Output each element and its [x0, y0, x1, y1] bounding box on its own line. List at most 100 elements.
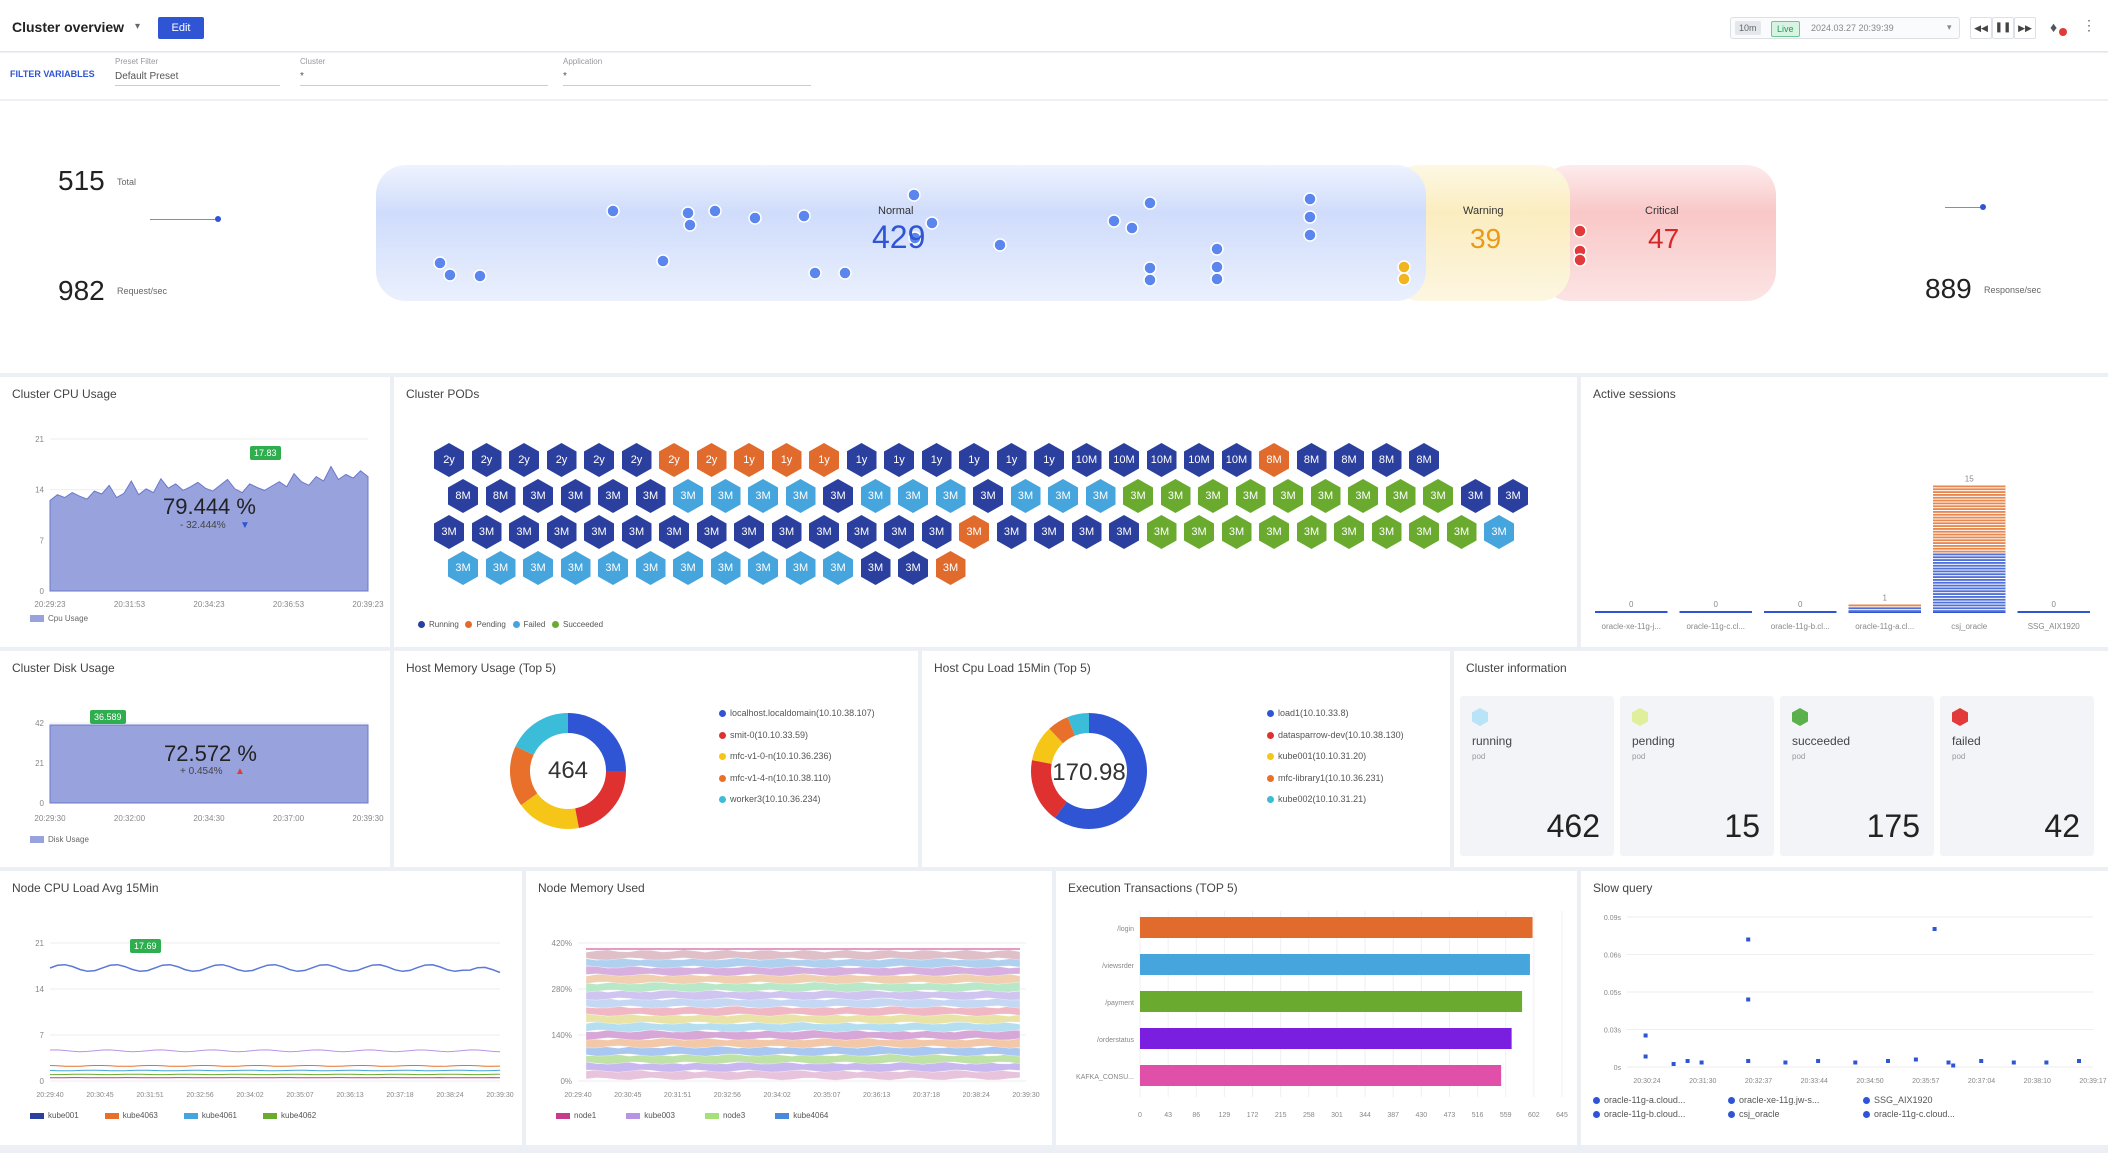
session-bar-segment[interactable] — [1933, 567, 2006, 570]
donut-legend-item[interactable]: mfc-v1-0-n(10.10.36.236) — [719, 746, 875, 768]
cluster-select[interactable]: Cluster * — [300, 57, 548, 86]
pod-hex-running[interactable]: 1y — [959, 443, 989, 477]
donut-legend-item[interactable]: localhost.localdomain(10.10.38.107) — [719, 703, 875, 725]
session-bar-segment[interactable] — [1933, 522, 2006, 525]
slow-query-point[interactable] — [1643, 1054, 1648, 1059]
slow-query-point[interactable] — [1746, 937, 1751, 942]
memory-band[interactable] — [585, 965, 1021, 977]
slow-query-point[interactable] — [1643, 1033, 1648, 1038]
session-bar-segment[interactable] — [1933, 598, 2006, 601]
pod-hex-running[interactable]: 3M — [884, 515, 914, 549]
pod-hex-running[interactable]: 3M — [996, 515, 1027, 549]
pod-hex-succeeded[interactable]: 3M — [1423, 479, 1453, 513]
session-bar-segment[interactable] — [1933, 553, 2006, 556]
pod-hex-running[interactable]: 10M — [1221, 443, 1252, 477]
node-cpu-legend-item[interactable]: kube4062 — [263, 1111, 316, 1120]
session-bar-segment[interactable] — [1933, 508, 2006, 510]
filter-variables-label[interactable]: FILTER VARIABLES — [10, 69, 95, 79]
donut-slice[interactable] — [510, 746, 538, 806]
session-bar-segment[interactable] — [1933, 556, 2006, 559]
session-bar-segment[interactable] — [1933, 513, 2006, 516]
live-chip[interactable]: Live — [1771, 21, 1800, 37]
pod-hex-running[interactable]: 10M — [1071, 443, 1102, 477]
pod-hex-running[interactable]: 3M — [771, 515, 802, 549]
slow-query-point[interactable] — [1913, 1057, 1918, 1062]
range-chip[interactable]: 10m — [1735, 21, 1761, 35]
slow-query-point[interactable] — [1699, 1060, 1704, 1065]
pod-hex-running[interactable]: 2y — [546, 443, 577, 477]
pod-hex-succeeded[interactable]: 3M — [1446, 515, 1477, 549]
pod-hex-succeeded[interactable]: 3M — [1198, 479, 1228, 513]
slow-query-point[interactable] — [1853, 1060, 1858, 1065]
donut-legend-item[interactable]: kube002(10.10.31.21) — [1267, 789, 1404, 811]
pod-hex-running[interactable]: 3M — [809, 515, 839, 549]
slow-query-point[interactable] — [1951, 1063, 1956, 1068]
donut-slice[interactable] — [574, 770, 626, 828]
memory-band[interactable] — [585, 1045, 1021, 1057]
pod-hex-failed[interactable]: 3M — [523, 551, 553, 585]
session-bar-segment[interactable] — [1933, 593, 2006, 595]
pod-hex-running[interactable]: 3M — [434, 515, 464, 549]
legend-running[interactable]: Running — [429, 620, 459, 629]
pod-hex-succeeded[interactable]: 3M — [1310, 479, 1341, 513]
pod-hex-running[interactable]: 3M — [621, 515, 652, 549]
pod-hex-running[interactable]: 2y — [434, 443, 464, 477]
pod-hex-failed[interactable]: 3M — [748, 551, 778, 585]
session-bar-segment[interactable] — [1933, 488, 2006, 491]
session-bar-segment[interactable] — [1933, 590, 2006, 593]
slow-query-point[interactable] — [2077, 1059, 2081, 1063]
pod-hex-succeeded[interactable]: 3M — [1184, 515, 1214, 549]
memory-band[interactable] — [585, 1013, 1021, 1025]
pod-hex-pending[interactable]: 1y — [771, 443, 802, 477]
transaction-bar[interactable] — [1140, 1065, 1502, 1086]
session-bar-segment[interactable] — [1933, 502, 2006, 505]
pod-hex-pending[interactable]: 8M — [1259, 443, 1289, 477]
session-bar-segment[interactable] — [1933, 505, 2006, 508]
pod-hex-running[interactable]: 3M — [635, 479, 666, 513]
memory-band[interactable] — [585, 1053, 1021, 1065]
rewind-icon[interactable]: ◀◀ — [1970, 17, 1992, 39]
node-cpu-legend-item[interactable]: kube4061 — [183, 1111, 237, 1120]
slow-query-legend-item[interactable]: oracle-xe-11g.jw-s... — [1728, 1095, 1863, 1105]
session-bar-segment[interactable] — [1848, 604, 1922, 607]
slow-query-point[interactable] — [1685, 1059, 1690, 1063]
session-bar-segment[interactable] — [1933, 601, 2006, 604]
edit-button[interactable]: Edit — [158, 17, 204, 39]
pod-hex-failed[interactable]: 3M — [710, 479, 741, 513]
slow-query-point[interactable] — [1946, 1060, 1951, 1065]
slow-query-legend-item[interactable]: oracle-11g-c.cloud... — [1863, 1109, 1998, 1119]
session-bar-segment[interactable] — [1933, 539, 2006, 542]
pod-hex-running[interactable]: 3M — [696, 515, 727, 549]
transaction-bar[interactable] — [1140, 954, 1530, 975]
pod-hex-succeeded[interactable]: 3M — [1273, 479, 1303, 513]
session-bar-segment[interactable] — [1933, 533, 2006, 536]
memory-band[interactable] — [585, 1069, 1021, 1081]
title-dropdown-chevron-icon[interactable]: ▾ — [135, 21, 141, 32]
donut-legend-item[interactable]: load1(10.10.33.8) — [1267, 703, 1404, 725]
session-bar-segment[interactable] — [1933, 511, 2006, 513]
preset-filter-select[interactable]: Preset Filter Default Preset — [115, 57, 280, 86]
node-cpu-line[interactable] — [49, 1069, 501, 1072]
session-bar-segment[interactable] — [1933, 576, 2006, 578]
donut-legend-item[interactable]: datasparrow-dev(10.10.38.130) — [1267, 725, 1404, 747]
pod-hex-running[interactable]: 8M — [1296, 443, 1327, 477]
pause-icon[interactable]: ❚❚ — [1992, 17, 2014, 39]
pod-hex-succeeded[interactable]: 3M — [1259, 515, 1289, 549]
pod-hex-failed[interactable]: 3M — [1085, 479, 1116, 513]
pod-hex-succeeded[interactable]: 3M — [1348, 479, 1378, 513]
session-bar-segment[interactable] — [1933, 607, 2006, 610]
node-memory-legend-item[interactable]: node3 — [704, 1111, 745, 1120]
session-bar-segment[interactable] — [1933, 596, 2006, 598]
pod-hex-succeeded[interactable]: 3M — [1160, 479, 1191, 513]
donut-legend-item[interactable]: worker3(10.10.36.234) — [719, 789, 875, 811]
session-bar-segment[interactable] — [1933, 550, 2006, 553]
cluster-info-card-succeeded[interactable]: succeeded pod 175 — [1780, 696, 1934, 856]
slow-query-legend-item[interactable]: oracle-11g-b.cloud... — [1593, 1109, 1728, 1119]
cluster-info-card-pending[interactable]: pending pod 15 — [1620, 696, 1774, 856]
datetime-chevron-icon[interactable]: ▾ — [1947, 22, 1952, 32]
donut-legend-item[interactable]: smit-0(10.10.33.59) — [719, 725, 875, 747]
pod-hex-running[interactable]: 3M — [560, 479, 591, 513]
pod-hex-failed[interactable]: 3M — [710, 551, 741, 585]
pod-hex-running[interactable]: 1y — [1034, 443, 1064, 477]
transaction-bar[interactable] — [1140, 1028, 1512, 1049]
